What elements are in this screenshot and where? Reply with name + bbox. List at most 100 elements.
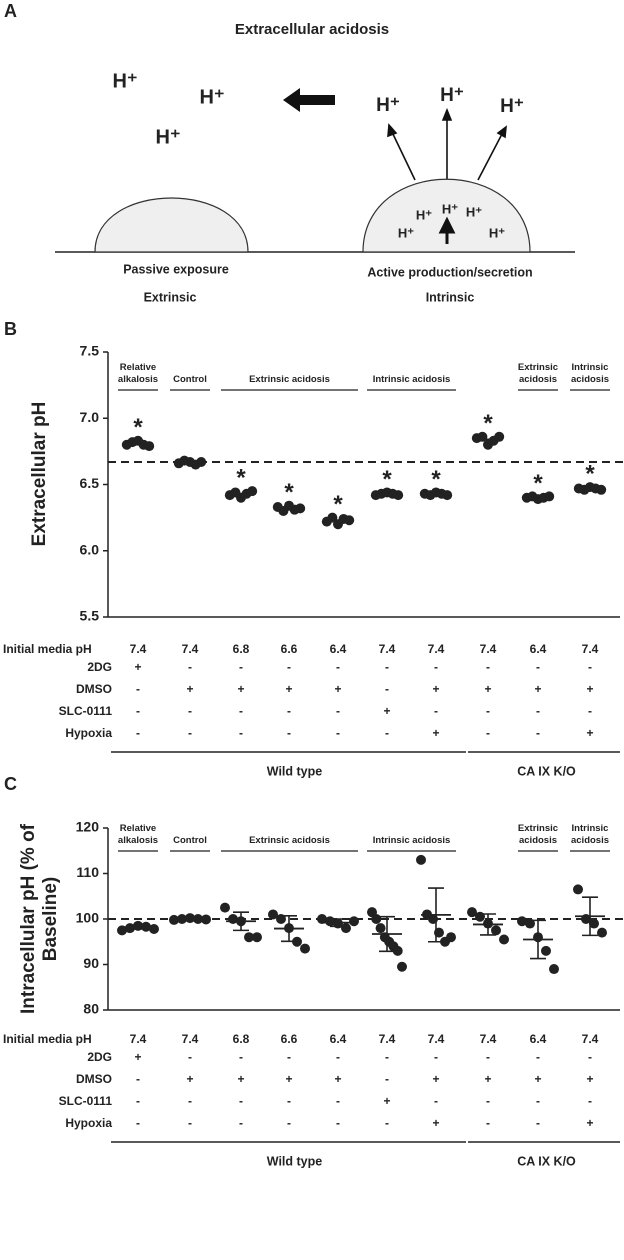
condition-cell: -: [136, 1072, 140, 1086]
condition-cell: -: [136, 726, 140, 740]
condition-cell: -: [385, 660, 389, 674]
diagram-title: Extracellular acidosis: [235, 21, 389, 38]
condition-cell: +: [432, 682, 439, 696]
panel-label: B: [4, 319, 17, 339]
group-header: Extrinsic acidosis: [517, 362, 559, 385]
ion: H⁺: [442, 201, 458, 216]
condition-cell: 6.6: [281, 642, 298, 656]
condition-cell: +: [334, 1072, 341, 1086]
panel-label: A: [4, 1, 17, 21]
group-header: Relative alkalosis: [117, 362, 159, 385]
data-point: [392, 945, 403, 956]
data-point: [349, 916, 359, 927]
condition-cell: 7.4: [582, 642, 599, 656]
condition-cell: +: [586, 726, 593, 740]
data-point: [589, 918, 599, 929]
cell: [362, 178, 531, 253]
condition-cell: -: [136, 682, 140, 696]
y-tick-label: 80: [83, 1001, 99, 1017]
y-tick-label: 110: [76, 864, 99, 880]
condition-cell: +: [534, 1072, 541, 1086]
ion: H⁺: [200, 86, 225, 108]
data-point: [393, 490, 404, 501]
arrows: [387, 107, 507, 181]
condition-cell: 7.4: [379, 1032, 396, 1046]
group-header: Intrinsic acidosis: [570, 362, 610, 385]
data-point: [517, 916, 527, 927]
data-point: [446, 932, 456, 943]
condition-cell: -: [136, 1116, 140, 1130]
condition-cell: +: [383, 1094, 390, 1108]
condition-cell: -: [188, 1094, 192, 1108]
ion: H⁺: [376, 95, 400, 116]
error-bar: [330, 918, 346, 928]
data-point: [371, 914, 382, 924]
data-point: [244, 932, 254, 943]
condition-cell: +: [383, 704, 390, 718]
condition-cell: -: [287, 704, 291, 718]
genotype-label: CA IX K/O: [517, 1154, 576, 1168]
condition-cell: +: [134, 660, 141, 674]
condition-cell: 7.4: [130, 1032, 147, 1046]
group-header: Intrinsic acidosis: [372, 835, 451, 846]
data-point: [541, 945, 551, 956]
condition-cell: -: [536, 726, 540, 740]
condition-cell: -: [486, 1094, 490, 1108]
condition-cell: -: [336, 660, 340, 674]
condition-cell: -: [239, 1050, 243, 1064]
condition-cell: -: [434, 1050, 438, 1064]
condition-cell: -: [336, 1050, 340, 1064]
genotype-label: Wild type: [267, 764, 322, 778]
condition-cell: 7.4: [428, 1032, 445, 1046]
cell: [94, 197, 249, 253]
condition-cell: -: [536, 704, 540, 718]
condition-cell: +: [534, 682, 541, 696]
condition-cell: -: [136, 704, 140, 718]
row-label: SLC-0111: [59, 704, 113, 718]
row-label: 2DG: [87, 1050, 112, 1064]
group-header: Extrinsic acidosis: [249, 835, 330, 846]
condition-cell: -: [536, 1094, 540, 1108]
condition-cell: -: [588, 704, 592, 718]
group-header: Relative alkalosis: [117, 823, 159, 846]
condition-cell: -: [336, 704, 340, 718]
condition-cell: 7.4: [182, 642, 199, 656]
data-point: [169, 914, 179, 925]
row-label: SLC-0111: [59, 1094, 113, 1108]
condition-cell: 7.4: [582, 1032, 599, 1046]
condition-cell: +: [484, 682, 491, 696]
condition-cell: 7.4: [480, 1032, 497, 1046]
condition-cell: +: [285, 1072, 292, 1086]
group-header: Extrinsic acidosis: [249, 374, 330, 385]
condition-cell: -: [385, 1050, 389, 1064]
condition-cell: -: [486, 726, 490, 740]
condition-cell: -: [336, 1094, 340, 1108]
condition-cell: 7.4: [480, 642, 497, 656]
condition-cell: -: [588, 1094, 592, 1108]
ion: H⁺: [113, 70, 138, 92]
condition-cell: +: [432, 726, 439, 740]
condition-cell: -: [434, 1094, 438, 1108]
condition-cell: 7.4: [182, 1032, 199, 1046]
y-tick-label: 7.0: [80, 409, 100, 425]
genotype-label: CA IX K/O: [517, 764, 576, 778]
condition-cell: -: [188, 660, 192, 674]
error-bar: [582, 896, 598, 937]
y-axis-title: Extracellular pH: [29, 401, 50, 546]
data-point: [397, 961, 407, 972]
error-bar: [233, 911, 249, 932]
condition-cell: +: [484, 1072, 491, 1086]
condition-cell: -: [287, 1050, 291, 1064]
condition-cell: +: [285, 682, 292, 696]
condition-cell: -: [287, 1116, 291, 1130]
data-point: [149, 924, 159, 935]
condition-cell: -: [239, 704, 243, 718]
condition-cell: -: [588, 660, 592, 674]
condition-cell: -: [188, 1116, 192, 1130]
y-tick-label: 7.5: [80, 343, 100, 359]
data-point: [416, 854, 426, 865]
data-point: [544, 491, 555, 502]
row-label: Initial media pH: [3, 1032, 92, 1046]
condition-cell: -: [536, 1116, 540, 1130]
condition-cell: -: [486, 660, 490, 674]
